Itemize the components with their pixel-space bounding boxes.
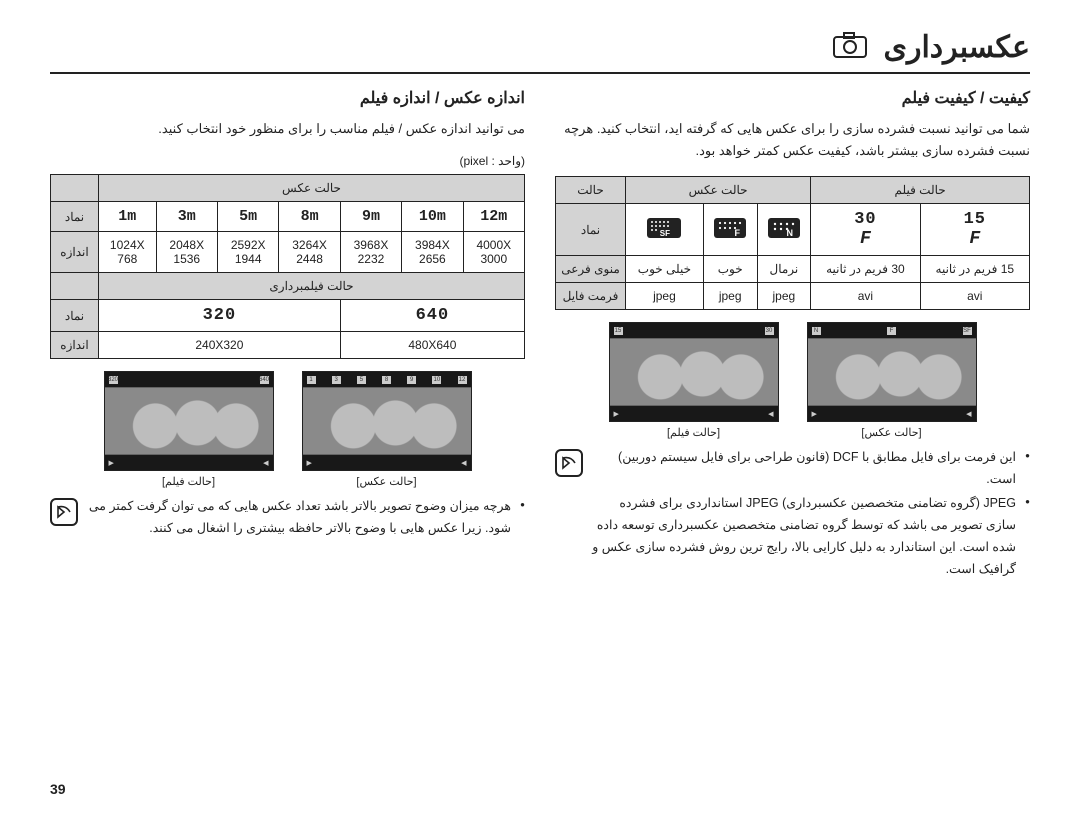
column-image-size: اندازه عکس / اندازه فیلم می توانید انداز… xyxy=(50,88,525,582)
fmt-val: jpeg xyxy=(757,283,811,310)
unit-label: (واحد : pixel) xyxy=(50,154,525,168)
sub-val: خوب xyxy=(703,256,757,283)
q-icon: SF xyxy=(626,204,704,256)
thumb-caption: [حالت عکس] xyxy=(807,426,977,439)
thumb-movie: 640320 ◀▶ [حالت فیلم] xyxy=(104,371,274,488)
hdr-movie: حالت فیلم xyxy=(811,177,1030,204)
movie-icon: 640 xyxy=(340,300,524,332)
thumb-caption: [حالت فیلم] xyxy=(609,426,779,439)
movie-mode-header: حالت فیلمبرداری xyxy=(99,273,525,300)
intro-size: می توانید اندازه عکس / فیلم مناسب را برا… xyxy=(50,118,525,140)
row-label-format: فرمت فایل xyxy=(556,283,626,310)
q-icon: F xyxy=(703,204,757,256)
size-val: 3264X 2448 xyxy=(279,232,340,273)
fmt-val: jpeg xyxy=(703,283,757,310)
intro-quality: شما می توانید نسبت فشرده سازی را برای عک… xyxy=(555,118,1030,162)
subhead-size: اندازه عکس / اندازه فیلم xyxy=(50,88,525,108)
size-val: 2048X 1536 xyxy=(156,232,217,273)
hdr-mode: حالت xyxy=(556,177,626,204)
note-list: این فرمت برای فایل مطابق با DCF (قانون ط… xyxy=(591,447,1030,582)
note-size: هرچه میزان وضوح تصویر بالاتر باشد تعداد … xyxy=(50,496,525,542)
size-icon: 5m xyxy=(217,202,278,232)
movie-size: 480X640 xyxy=(340,332,524,359)
subhead-quality: کیفیت / کیفیت فیلم xyxy=(555,88,1030,108)
thumb-movie-q: 3015 ◀▶ [حالت فیلم] xyxy=(609,322,779,439)
table-still-size: حالت عکس 12m 10m 9m 8m 5m 3m 1m نماد 400… xyxy=(50,174,525,359)
movie-icon: 320 xyxy=(99,300,341,332)
size-icon: 8m xyxy=(279,202,340,232)
thumb-image: 640320 ◀▶ xyxy=(104,371,274,471)
note-item: هرچه میزان وضوح تصویر بالاتر باشد تعداد … xyxy=(86,496,525,540)
size-val: 3968X 2232 xyxy=(340,232,401,273)
sub-val: 15 فریم در ثانیه xyxy=(920,256,1029,283)
size-val: 1024X 768 xyxy=(99,232,157,273)
q-icon: N xyxy=(757,204,811,256)
sub-val: 30 فریم در ثانیه xyxy=(811,256,920,283)
size-val: 4000X 3000 xyxy=(463,232,524,273)
size-icon: 12m xyxy=(463,202,524,232)
thumbnails-right: 121098531 ◀▶ [حالت عکس] 640320 ◀▶ [حالت … xyxy=(50,371,525,488)
thumb-image: 3015 ◀▶ xyxy=(609,322,779,422)
note-icon xyxy=(555,449,583,477)
size-icon: 10m xyxy=(402,202,463,232)
movie-size: 240X320 xyxy=(99,332,341,359)
row-label-size: اندازه xyxy=(51,332,99,359)
page-title: عکسبرداری xyxy=(50,30,1030,74)
note-list: هرچه میزان وضوح تصویر بالاتر باشد تعداد … xyxy=(86,496,525,542)
still-mode-header: حالت عکس xyxy=(99,175,525,202)
size-val: 2592X 1944 xyxy=(217,232,278,273)
q-icon: 30F xyxy=(811,204,920,256)
thumb-still: 121098531 ◀▶ [حالت عکس] xyxy=(302,371,472,488)
note-item: این فرمت برای فایل مطابق با DCF (قانون ط… xyxy=(591,447,1030,491)
size-val: 3984X 2656 xyxy=(402,232,463,273)
row-label-icon: نماد xyxy=(51,300,99,332)
svg-text:F: F xyxy=(735,228,741,238)
row-label-icon: نماد xyxy=(556,204,626,256)
hdr-still: حالت عکس xyxy=(626,177,811,204)
svg-text:SF: SF xyxy=(660,229,670,238)
thumb-caption: [حالت عکس] xyxy=(302,475,472,488)
column-quality: کیفیت / کیفیت فیلم شما می توانید نسبت فش… xyxy=(555,88,1030,582)
svg-text:N: N xyxy=(786,228,793,238)
row-label-icon: نماد xyxy=(51,202,99,232)
header-blank xyxy=(51,175,99,202)
camera-icon xyxy=(833,32,867,66)
size-icon: 3m xyxy=(156,202,217,232)
thumb-image: 121098531 ◀▶ xyxy=(302,371,472,471)
fmt-val: jpeg xyxy=(626,283,704,310)
q-icon: 15F xyxy=(920,204,1029,256)
thumb-caption: [حالت فیلم] xyxy=(104,475,274,488)
sub-val: خیلی خوب xyxy=(626,256,704,283)
thumb-image: SFFN ◀▶ xyxy=(807,322,977,422)
row-label-sub: منوی فرعی xyxy=(556,256,626,283)
note-quality: این فرمت برای فایل مطابق با DCF (قانون ط… xyxy=(555,447,1030,582)
size-icon: 9m xyxy=(340,202,401,232)
page-number: 39 xyxy=(50,781,66,797)
row-label-size: اندازه xyxy=(51,232,99,273)
thumb-still-q: SFFN ◀▶ [حالت عکس] xyxy=(807,322,977,439)
thumbnails-left: SFFN ◀▶ [حالت عکس] 3015 ◀▶ [حالت فیلم] xyxy=(555,322,1030,439)
size-icon: 1m xyxy=(99,202,157,232)
title-text: عکسبرداری xyxy=(884,31,1031,64)
sub-val: نرمال xyxy=(757,256,811,283)
note-item: JPEG (گروه تضامنی متخصصین عکسبرداری) JPE… xyxy=(591,493,1030,581)
table-quality: حالت فیلم حالت عکس حالت 15F 30F N F SF ن… xyxy=(555,176,1030,310)
note-icon xyxy=(50,498,78,526)
fmt-val: avi xyxy=(811,283,920,310)
header-blank xyxy=(51,273,99,300)
fmt-val: avi xyxy=(920,283,1029,310)
